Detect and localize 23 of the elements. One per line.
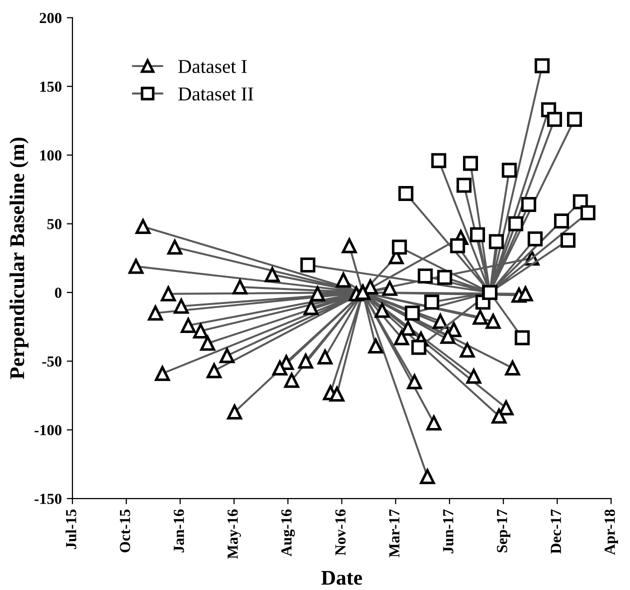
x-tick-label: Oct-15 <box>120 510 130 552</box>
x-tick-label: Jun-17 <box>443 509 454 554</box>
x-tick-label: Aug-16 <box>281 509 295 556</box>
y-tick-label: 150 <box>40 82 62 92</box>
y-axis-title: Perpendicular Baseline (m) <box>10 138 28 380</box>
y-tick-label: -150 <box>34 494 62 504</box>
x-tick-label: Dec-17 <box>550 509 562 554</box>
legend-label: Dataset I <box>178 60 247 74</box>
legend-label: Dataset II <box>178 88 254 101</box>
y-tick-label: 50 <box>47 218 62 230</box>
y-tick-label: 100 <box>40 150 62 161</box>
x-tick-label: May-16 <box>228 509 241 559</box>
y-tick-label: 0 <box>54 288 62 298</box>
x-tick-label: Jan-16 <box>174 509 184 552</box>
x-tick-label: Mar-17 <box>389 509 400 558</box>
x-tick-label: Nov-16 <box>335 509 346 556</box>
x-tick-label: Apr-18 <box>604 509 618 555</box>
x-tick-label: Jul-15 <box>66 510 76 550</box>
x-tick-label: Sep-17 <box>496 509 510 552</box>
y-tick-label: -100 <box>34 425 62 436</box>
y-tick-label: 200 <box>40 12 62 24</box>
y-tick-label: -50 <box>42 356 62 367</box>
x-axis-title: Date <box>321 570 362 585</box>
